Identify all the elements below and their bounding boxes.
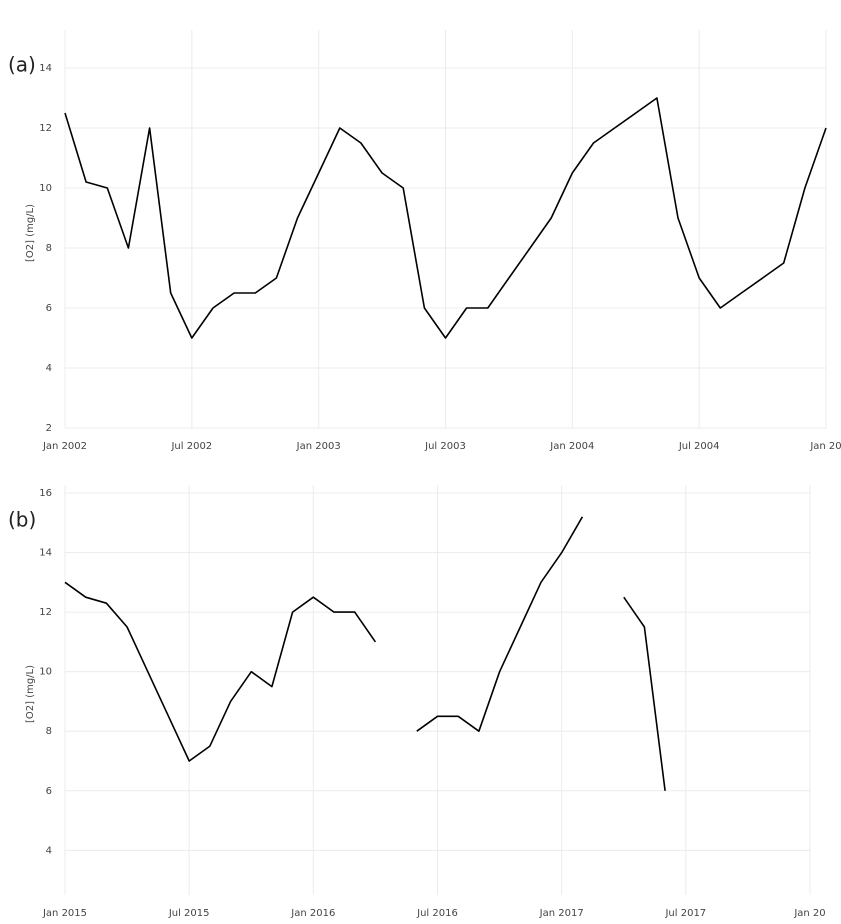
- x-tick-label: Jan 20: [809, 441, 841, 452]
- x-tick-label: Jan 2016: [290, 908, 335, 919]
- y-tick-label: 12: [39, 607, 52, 618]
- x-tick-label: Jan 2002: [42, 441, 87, 452]
- x-tick-label: Jan 2015: [42, 908, 87, 919]
- x-tick-label: Jan 2017: [539, 908, 584, 919]
- data-line: [64, 516, 666, 791]
- y-tick-label: 6: [46, 303, 52, 314]
- y-tick-label: 12: [39, 123, 52, 134]
- panel-label: (b): [8, 508, 36, 532]
- y-tick-label: 16: [39, 488, 52, 499]
- y-tick-label: 6: [46, 786, 52, 797]
- y-tick-label: 4: [46, 363, 52, 374]
- y-axis-title: [O2] (mg/L): [25, 665, 36, 723]
- y-tick-label: 10: [39, 183, 52, 194]
- x-tick-label: Jul 2016: [416, 908, 458, 919]
- data-line: [64, 97, 827, 339]
- x-tick-label: Jul 2002: [170, 441, 212, 452]
- panel-label: (a): [8, 53, 36, 77]
- y-tick-label: 8: [46, 243, 52, 254]
- y-axis-title: [O2] (mg/L): [25, 204, 36, 262]
- x-tick-label: Jul 2004: [678, 441, 720, 452]
- y-tick-label: 10: [39, 667, 52, 678]
- x-tick-label: Jul 2015: [168, 908, 210, 919]
- y-tick-label: 14: [39, 548, 52, 559]
- y-tick-label: 2: [46, 423, 52, 434]
- y-tick-label: 8: [46, 726, 52, 737]
- y-tick-label: 14: [39, 63, 52, 74]
- x-tick-label: Jul 2017: [664, 908, 706, 919]
- x-tick-label: Jul 2003: [424, 441, 466, 452]
- x-tick-label: Jan 20: [793, 908, 825, 919]
- x-tick-label: Jan 2003: [296, 441, 341, 452]
- y-tick-label: 4: [46, 845, 52, 856]
- x-tick-label: Jan 2004: [549, 441, 594, 452]
